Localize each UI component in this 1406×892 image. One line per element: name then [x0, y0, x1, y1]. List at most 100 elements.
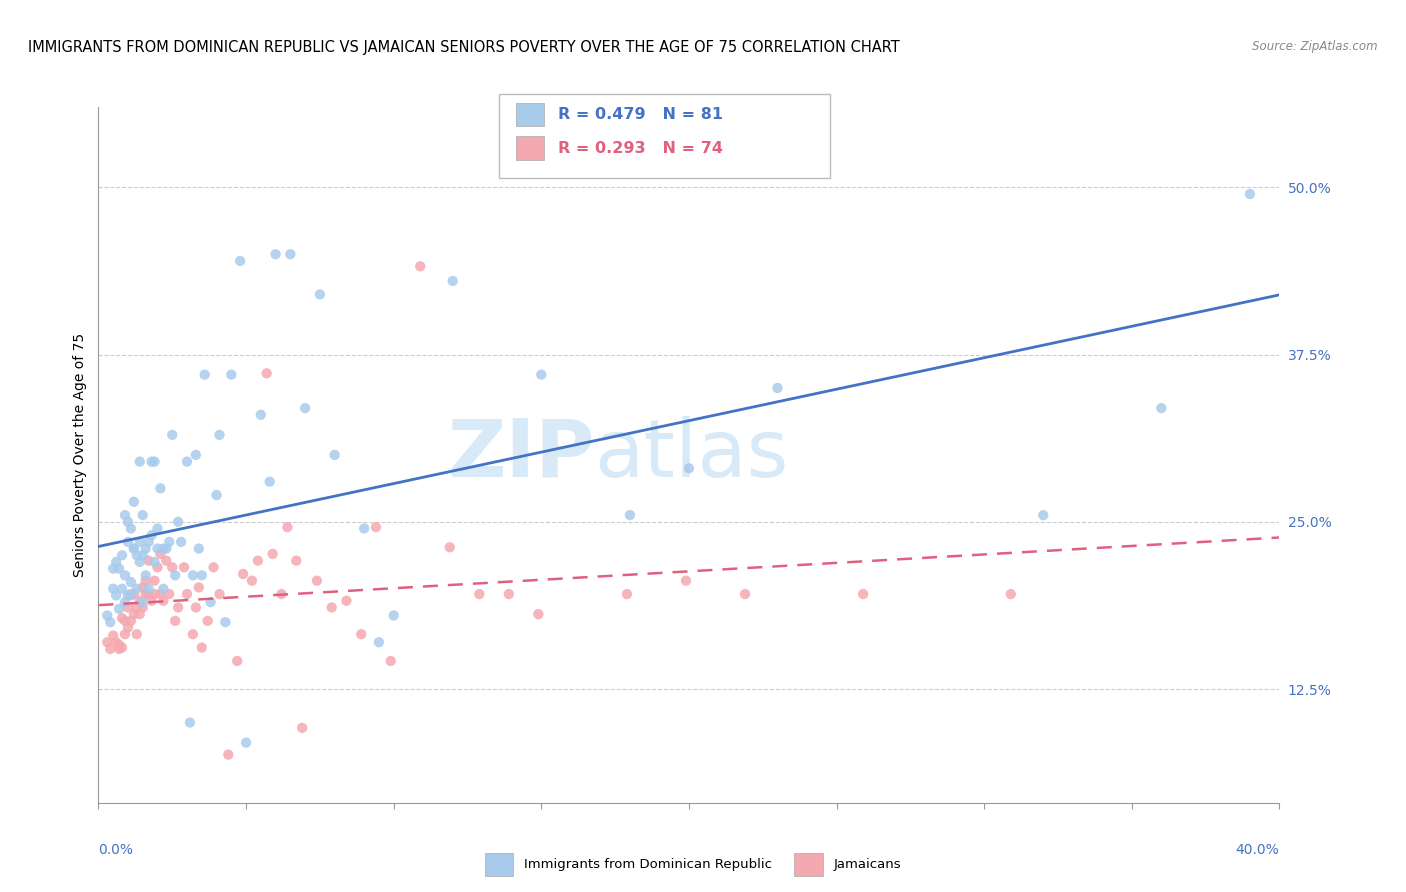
Text: 40.0%: 40.0% — [1236, 843, 1279, 857]
Point — [128, 535, 150, 549]
Point — [441, 274, 464, 288]
Point — [128, 594, 150, 608]
Point — [229, 254, 252, 268]
Point — [146, 521, 169, 535]
Point — [852, 587, 875, 601]
Point — [766, 381, 789, 395]
Point — [132, 600, 155, 615]
Point — [117, 515, 139, 529]
Point — [530, 368, 553, 382]
Point — [117, 621, 139, 635]
Point — [256, 367, 278, 381]
Text: Jamaicans: Jamaicans — [834, 858, 901, 871]
Point — [138, 582, 160, 596]
Point — [108, 602, 131, 616]
Point — [323, 448, 346, 462]
Point — [280, 247, 302, 261]
Point — [1150, 401, 1173, 416]
Point — [262, 547, 284, 561]
Point — [184, 448, 207, 462]
Point — [105, 589, 128, 603]
Point — [259, 475, 281, 489]
Point — [246, 553, 269, 568]
Point — [132, 548, 155, 563]
Point — [162, 560, 184, 574]
Point — [111, 582, 134, 596]
Point — [114, 508, 136, 523]
Point — [675, 574, 697, 588]
Point — [181, 627, 204, 641]
Point — [214, 615, 236, 630]
Point — [111, 611, 134, 625]
Point — [141, 594, 163, 608]
Text: IMMIGRANTS FROM DOMINICAN REPUBLIC VS JAMAICAN SENIORS POVERTY OVER THE AGE OF 7: IMMIGRANTS FROM DOMINICAN REPUBLIC VS JA… — [28, 40, 900, 55]
Point — [157, 535, 180, 549]
Text: 0.0%: 0.0% — [98, 843, 134, 857]
Point — [114, 595, 136, 609]
Point — [105, 635, 128, 649]
Point — [98, 615, 121, 630]
Point — [197, 614, 219, 628]
Point — [305, 574, 328, 588]
Point — [240, 574, 263, 588]
Point — [98, 642, 121, 657]
Point — [108, 562, 131, 576]
Point — [165, 568, 187, 582]
Point — [157, 587, 180, 601]
Point — [409, 260, 432, 274]
Point — [132, 581, 155, 595]
Point — [309, 287, 332, 301]
Point — [335, 594, 357, 608]
Point — [132, 508, 155, 523]
Point — [202, 560, 225, 574]
Point — [527, 607, 550, 622]
Point — [152, 594, 174, 608]
Point — [108, 642, 131, 657]
Text: Immigrants from Dominican Republic: Immigrants from Dominican Republic — [524, 858, 772, 871]
Point — [498, 587, 520, 601]
Point — [194, 368, 217, 382]
Point — [149, 587, 172, 601]
Point — [734, 587, 756, 601]
Point — [350, 627, 373, 641]
Text: R = 0.479   N = 81: R = 0.479 N = 81 — [558, 107, 723, 121]
Text: Source: ZipAtlas.com: Source: ZipAtlas.com — [1253, 40, 1378, 54]
Point — [264, 247, 287, 261]
Point — [155, 553, 177, 568]
Point — [125, 548, 148, 563]
Point — [270, 587, 292, 601]
Point — [108, 638, 131, 652]
Point — [208, 428, 231, 442]
Point — [353, 521, 375, 535]
Point — [616, 587, 638, 601]
Point — [120, 614, 142, 628]
Point — [120, 589, 142, 603]
Point — [135, 587, 157, 601]
Point — [111, 548, 134, 563]
Point — [1239, 187, 1261, 202]
Point — [184, 600, 207, 615]
Point — [122, 494, 145, 508]
Point — [152, 582, 174, 596]
Point — [105, 555, 128, 569]
Point — [291, 721, 314, 735]
Point — [125, 627, 148, 641]
Point — [167, 600, 190, 615]
Point — [678, 461, 700, 475]
Point — [285, 553, 308, 568]
Point — [117, 535, 139, 549]
Point — [125, 582, 148, 596]
Point — [152, 541, 174, 556]
Point — [321, 600, 343, 615]
Text: R = 0.293   N = 74: R = 0.293 N = 74 — [558, 141, 723, 155]
Text: ZIP: ZIP — [447, 416, 595, 494]
Point — [96, 608, 118, 623]
Point — [382, 608, 405, 623]
Point — [226, 654, 249, 668]
Point — [146, 541, 169, 556]
Point — [138, 587, 160, 601]
Point — [120, 521, 142, 535]
Y-axis label: Seniors Poverty Over the Age of 75: Seniors Poverty Over the Age of 75 — [73, 333, 87, 577]
Point — [128, 455, 150, 469]
Point — [294, 401, 316, 416]
